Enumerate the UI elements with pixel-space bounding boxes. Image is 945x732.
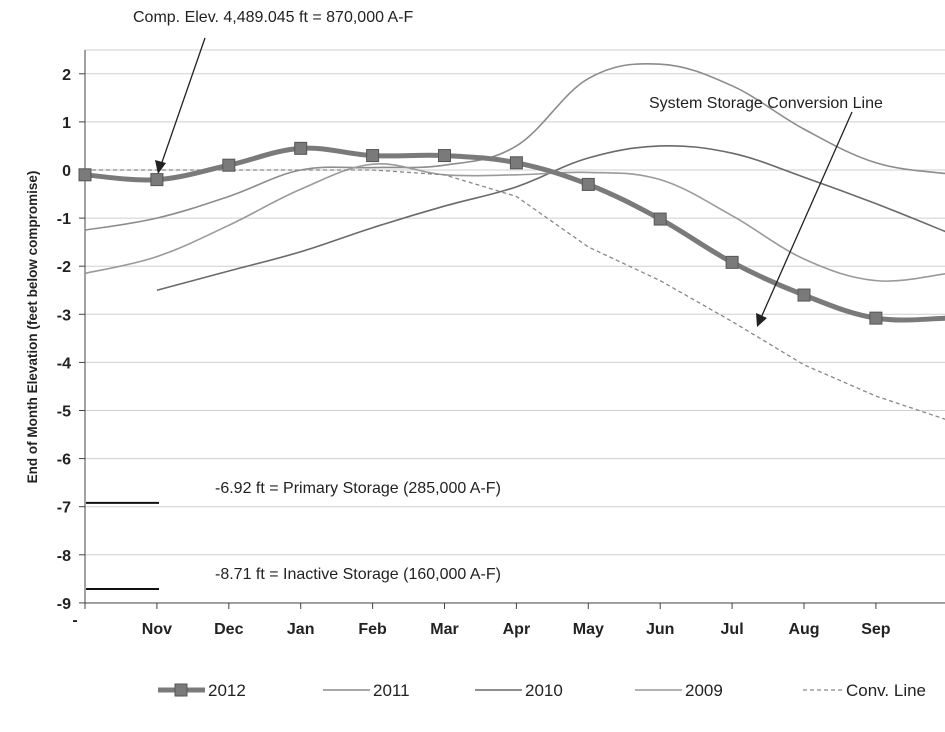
series-group: [84, 62, 945, 420]
legend-label: 2010: [525, 681, 563, 700]
arrow-conversion-line: [759, 111, 853, 321]
x-axis-ticks: - Nov Dec Jan Feb Mar Apr May Jun Jul Aug Sep: [72, 603, 891, 638]
y-tick-label: -9: [57, 596, 71, 613]
point-2012: [150, 173, 164, 187]
y-tick-label: 1: [62, 115, 71, 132]
y-tick-label: -5: [57, 404, 71, 421]
y-tick-label: -3: [57, 307, 71, 324]
annotation-comp-elev: Comp. Elev. 4,489.045 ft = 870,000 A-F: [133, 9, 414, 26]
series-line-2012: [84, 145, 945, 323]
gridlines: [85, 49, 945, 604]
x-tick-label: Aug: [788, 621, 819, 638]
reference-line-label: -6.92 ft = Primary Storage (285,000 A-F): [215, 480, 501, 497]
series-line-conv-line: [85, 169, 945, 420]
point-2012: [294, 141, 308, 155]
x-tick-label: Jan: [287, 621, 315, 638]
x-tick-label: Jun: [646, 621, 674, 638]
y-axis-label: End of Month Elevation (feet below compr…: [25, 171, 40, 484]
point-2012: [797, 288, 811, 302]
series-line-2009: [84, 163, 945, 282]
x-tick-label: Jul: [721, 621, 744, 638]
legend-label: 2011: [373, 681, 410, 700]
legend-label: 2009: [685, 681, 723, 700]
y-tick-label: -6: [57, 452, 71, 469]
legend: 2012 2011 2010 2009 Conv. Line: [158, 681, 926, 700]
x-tick-label: Dec: [214, 621, 243, 638]
point-2012: [725, 255, 739, 269]
legend-marker: [174, 683, 188, 697]
y-tick-label: 2: [62, 67, 71, 84]
x-tick-label: Sep: [861, 621, 891, 638]
point-2012: [581, 177, 595, 191]
point-2012: [78, 168, 92, 182]
arrowhead-conversion-line: [756, 313, 767, 327]
point-2012: [438, 149, 451, 163]
y-tick-label: -7: [57, 500, 71, 517]
y-tick-label: -4: [57, 355, 71, 372]
x-tick-label: May: [573, 621, 604, 638]
point-2012: [653, 212, 667, 226]
series-line-2011: [84, 62, 945, 231]
y-tick-label: -8: [57, 548, 71, 565]
legend-label: 2012: [208, 681, 246, 700]
annotation-conversion-line: System Storage Conversion Line: [649, 95, 883, 112]
legend-label: Conv. Line: [846, 681, 926, 700]
markers-2012: [78, 141, 883, 325]
reference-lines: -6.92 ft = Primary Storage (285,000 A-F)…: [86, 480, 501, 590]
reference-line-label: -8.71 ft = Inactive Storage (160,000 A-F…: [215, 566, 501, 583]
x-tick-label: -: [72, 612, 77, 629]
arrowhead-comp-elev: [155, 160, 166, 174]
arrow-comp-elev: [159, 37, 206, 169]
x-tick-label: Feb: [358, 621, 387, 638]
point-2012: [509, 156, 523, 170]
point-2012: [222, 158, 236, 172]
y-tick-label: -2: [57, 259, 71, 276]
point-2012: [869, 311, 883, 325]
x-tick-label: Mar: [430, 621, 458, 638]
y-tick-label: -1: [57, 211, 71, 228]
x-tick-label: Apr: [503, 621, 531, 638]
y-axis-ticks: 2 1 0 -1 -2 -3 -4 -5 -6 -7 -8 -9: [57, 67, 85, 613]
y-tick-label: 0: [62, 163, 71, 180]
x-tick-label: Nov: [142, 621, 172, 638]
point-2012: [366, 149, 380, 163]
